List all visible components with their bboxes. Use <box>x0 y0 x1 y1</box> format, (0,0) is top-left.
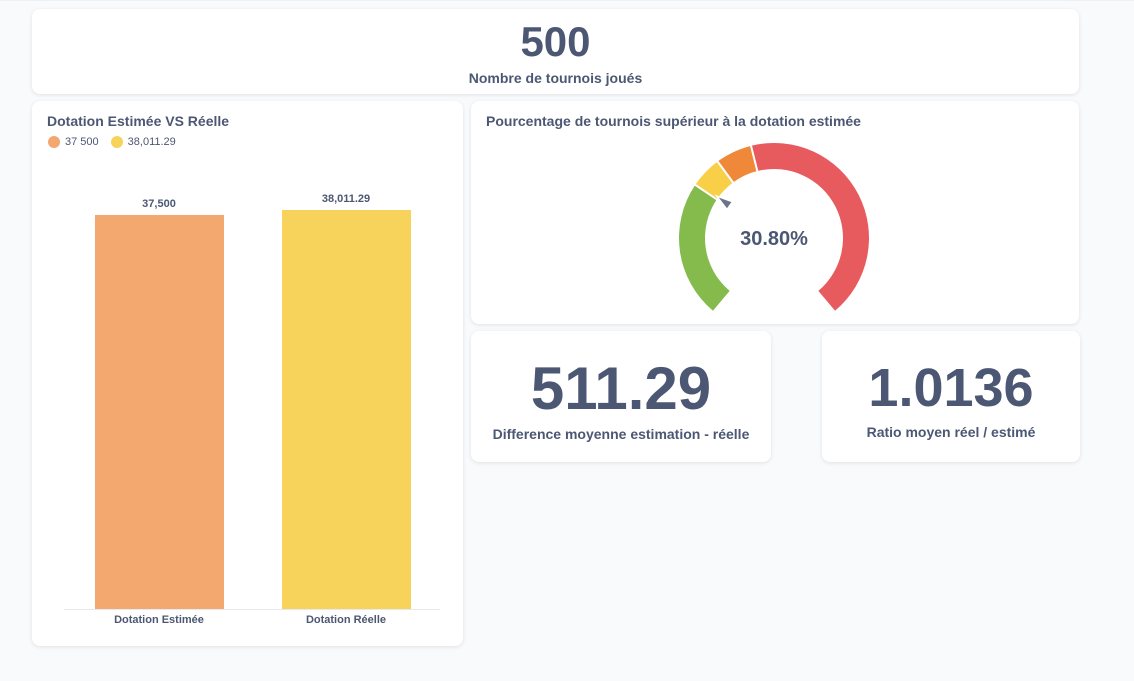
gauge-segment-separator <box>693 183 719 201</box>
legend-item-estimated[interactable]: 37 500 <box>48 136 99 148</box>
gauge-segment-separator <box>749 144 759 173</box>
bar-chart-title[interactable]: Dotation Estimée VS Réelle <box>47 113 230 129</box>
gauge-pointer-icon <box>714 194 734 211</box>
legend-dot-actual <box>110 136 123 148</box>
top-divider <box>0 0 1134 1</box>
tournaments-value: 500 <box>520 18 591 65</box>
bar-chart-card[interactable]: Dotation Estimée VS Réelle 37 500 38,011… <box>32 101 463 646</box>
tournaments-card[interactable]: 500 Nombre de tournois joués <box>32 9 1079 94</box>
gauge-title[interactable]: Pourcentage de tournois supérieur à la d… <box>486 113 861 129</box>
bar-value-label: 37,500 <box>142 198 176 211</box>
ratio-value: 1.0136 <box>868 358 1034 418</box>
legend-item-actual[interactable]: 38,011.29 <box>110 136 176 148</box>
bar-estimated[interactable] <box>94 215 224 609</box>
gauge-chart: 30.80% <box>679 143 869 311</box>
gauge-card[interactable]: Pourcentage de tournois supérieur à la d… <box>471 101 1079 324</box>
tournaments-label[interactable]: Nombre de tournois joués <box>468 70 643 86</box>
bar-actual[interactable] <box>281 209 411 609</box>
legend-label-actual: 38,011.29 <box>127 136 176 148</box>
gauge-value-label: 30.80% <box>740 228 808 250</box>
x-axis-tick-label: Dotation Réelle <box>305 614 387 626</box>
gauge-segment-0[interactable] <box>679 184 730 311</box>
bar-chart-legend: 37 500 38,011.29 <box>48 136 188 148</box>
ratio-label[interactable]: Ratio moyen réel / estimé <box>866 424 1036 440</box>
gauge-segment-separator <box>716 160 735 184</box>
legend-label-estimated: 37 500 <box>65 136 99 148</box>
x-axis-baseline <box>64 609 440 610</box>
gauge-segment-3[interactable] <box>751 143 869 311</box>
difference-value: 511.29 <box>530 355 712 422</box>
legend-dot-estimated <box>48 136 60 148</box>
bar-value-label: 38,011.29 <box>321 192 371 205</box>
gauge-segment-2[interactable] <box>717 145 758 183</box>
difference-label[interactable]: Difference moyenne estimation - réelle <box>492 426 750 442</box>
difference-card[interactable]: 511.29 Difference moyenne estimation - r… <box>471 331 771 462</box>
x-axis-tick-label: Dotation Estimée <box>114 614 204 626</box>
ratio-card[interactable]: 1.0136 Ratio moyen réel / estimé <box>822 331 1080 462</box>
